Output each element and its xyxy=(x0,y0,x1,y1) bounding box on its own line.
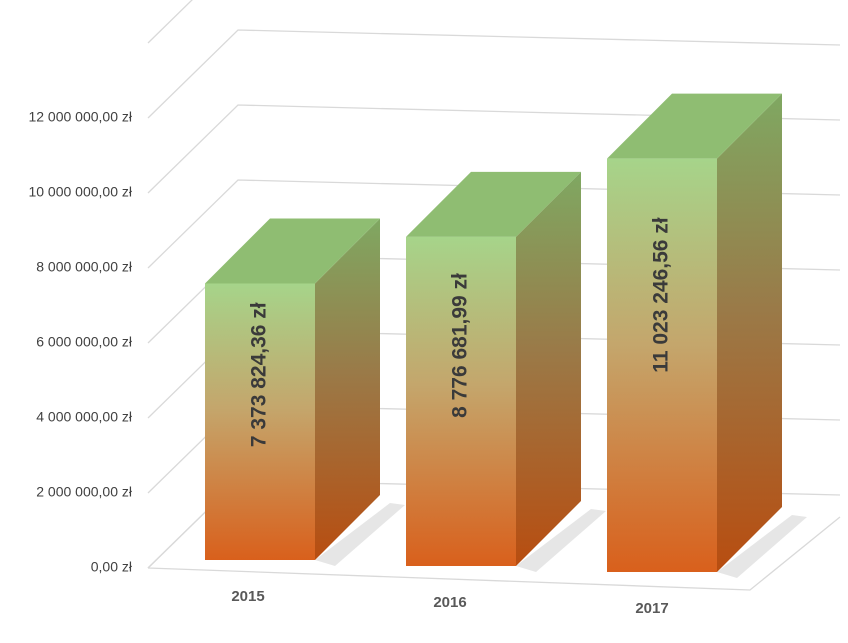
bar-side xyxy=(516,171,581,566)
bar-shadow xyxy=(516,509,606,572)
bar-side xyxy=(717,93,782,572)
bar-top xyxy=(607,93,782,159)
y-tick-label: 6 000 000,00 zł xyxy=(36,334,133,350)
x-tick-label: 2017 xyxy=(635,600,668,617)
bar-shadow xyxy=(315,503,405,566)
x-tick-label: 2016 xyxy=(433,594,466,611)
y-tick-label: 8 000 000,00 zł xyxy=(36,259,133,275)
y-tick-label: 10 000 000,00 zł xyxy=(28,184,132,200)
x-tick-label: 2015 xyxy=(231,588,264,605)
y-tick-label: 4 000 000,00 zł xyxy=(36,409,133,425)
y-tick-label: 0,00 zł xyxy=(91,559,133,575)
grid-line xyxy=(147,104,841,194)
value-label: 8 776 681,99 zł xyxy=(449,273,472,418)
y-tick-label: 2 000 000,00 zł xyxy=(36,484,133,500)
y-tick-label: 12 000 000,00 zł xyxy=(28,109,132,125)
bar-top xyxy=(205,218,380,284)
value-label: 11 023 246,56 zł xyxy=(650,217,673,372)
bar xyxy=(607,158,717,573)
value-label: 7 373 824,36 zł xyxy=(248,302,271,447)
bar-top xyxy=(406,171,581,237)
grid-line xyxy=(147,29,841,119)
bar xyxy=(406,236,516,566)
bar-side xyxy=(315,218,380,561)
wall-edge xyxy=(147,0,193,44)
bar-shadow xyxy=(717,515,807,578)
bar xyxy=(205,283,315,560)
